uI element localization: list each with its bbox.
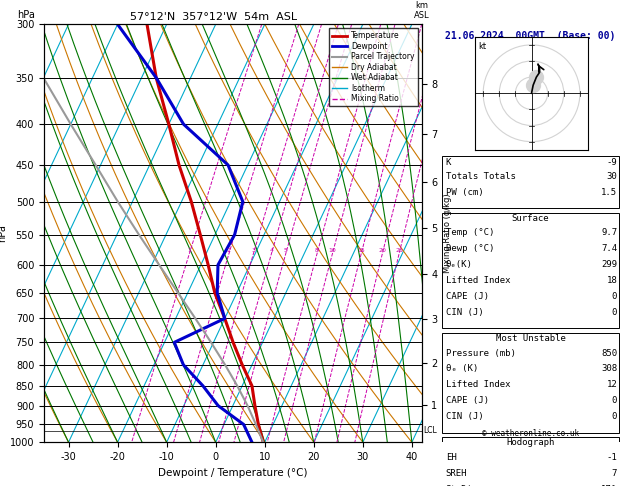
Text: hPa: hPa: [18, 10, 35, 20]
Text: 17°: 17°: [601, 485, 617, 486]
Text: CAPE (J): CAPE (J): [446, 396, 489, 405]
Text: StmDir: StmDir: [446, 485, 478, 486]
Text: θₑ(K): θₑ(K): [446, 260, 473, 269]
Text: 0: 0: [612, 292, 617, 301]
Bar: [442, 156, 619, 208]
Text: 0: 0: [612, 412, 617, 421]
Y-axis label: hPa: hPa: [0, 225, 7, 242]
Legend: Temperature, Dewpoint, Parcel Trajectory, Dry Adiabat, Wet Adiabat, Isotherm, Mi: Temperature, Dewpoint, Parcel Trajectory…: [329, 28, 418, 106]
Text: 3: 3: [252, 248, 255, 253]
Text: 20: 20: [378, 248, 386, 253]
Text: 7: 7: [612, 469, 617, 478]
Text: 308: 308: [601, 364, 617, 373]
Text: 8: 8: [315, 248, 319, 253]
Text: LCL: LCL: [423, 427, 437, 435]
Text: 9.7: 9.7: [601, 228, 617, 238]
Text: 10: 10: [328, 248, 336, 253]
Text: 21.06.2024  00GMT  (Base: 00): 21.06.2024 00GMT (Base: 00): [445, 31, 616, 40]
Text: 0: 0: [612, 308, 617, 317]
Text: Lifted Index: Lifted Index: [446, 276, 510, 285]
Bar: [442, 333, 619, 433]
Text: 0: 0: [612, 396, 617, 405]
Text: 850: 850: [601, 348, 617, 358]
Bar: [442, 212, 619, 329]
Text: Most Unstable: Most Unstable: [496, 334, 565, 343]
Title: 57°12'N  357°12'W  54m  ASL: 57°12'N 357°12'W 54m ASL: [130, 12, 298, 22]
Bar: [442, 437, 619, 486]
Y-axis label: Mixing Ratio (g/kg): Mixing Ratio (g/kg): [443, 193, 452, 273]
Text: Totals Totals: Totals Totals: [446, 172, 516, 181]
Text: EH: EH: [446, 453, 457, 462]
Text: © weatheronline.co.uk: © weatheronline.co.uk: [482, 429, 579, 438]
Text: 15: 15: [357, 248, 365, 253]
Text: -9: -9: [606, 158, 617, 167]
Text: 1.5: 1.5: [601, 188, 617, 197]
Text: θₑ (K): θₑ (K): [446, 364, 478, 373]
Text: CIN (J): CIN (J): [446, 412, 484, 421]
X-axis label: Dewpoint / Temperature (°C): Dewpoint / Temperature (°C): [158, 468, 308, 478]
Text: 25: 25: [395, 248, 403, 253]
Text: -1: -1: [606, 453, 617, 462]
Text: Dewp (°C): Dewp (°C): [446, 244, 494, 253]
Text: SREH: SREH: [446, 469, 467, 478]
Text: PW (cm): PW (cm): [446, 188, 484, 197]
Text: 12: 12: [606, 381, 617, 389]
Text: K: K: [446, 158, 451, 167]
Text: Temp (°C): Temp (°C): [446, 228, 494, 238]
Text: 1: 1: [187, 248, 191, 253]
Text: Surface: Surface: [512, 214, 549, 223]
Text: 18: 18: [606, 276, 617, 285]
Text: CAPE (J): CAPE (J): [446, 292, 489, 301]
Text: 7.4: 7.4: [601, 244, 617, 253]
Text: 5: 5: [284, 248, 287, 253]
Text: Hodograph: Hodograph: [506, 438, 555, 447]
Text: Lifted Index: Lifted Index: [446, 381, 510, 389]
Text: Pressure (mb): Pressure (mb): [446, 348, 516, 358]
Text: 2: 2: [227, 248, 231, 253]
Text: 299: 299: [601, 260, 617, 269]
Text: km
ASL: km ASL: [414, 0, 430, 20]
Text: 30: 30: [606, 172, 617, 181]
Text: 4: 4: [269, 248, 274, 253]
Text: CIN (J): CIN (J): [446, 308, 484, 317]
